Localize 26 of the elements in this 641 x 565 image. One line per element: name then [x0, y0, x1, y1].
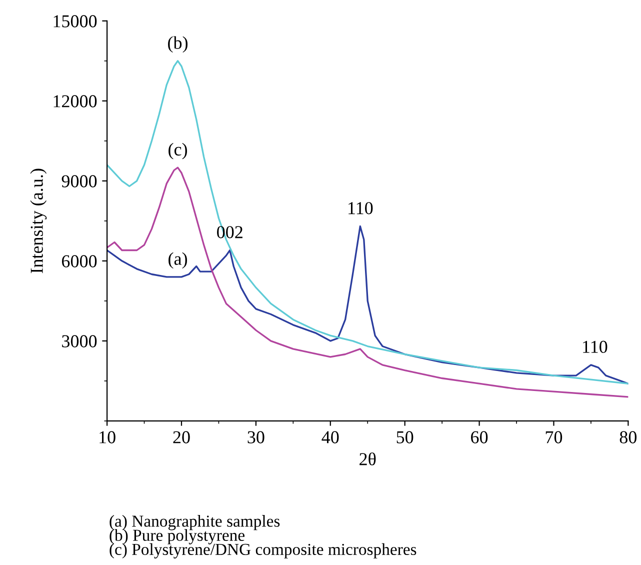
- line-series: [107, 60, 628, 384]
- x-tick-label: 70: [546, 431, 562, 444]
- annotation: 110: [348, 202, 373, 214]
- annotation: (b): [168, 36, 188, 53]
- x-tick-label: 10: [100, 431, 116, 444]
- text: (c) Polystyrene/DNG composite microspheres: [110, 543, 416, 558]
- x-tick-label: 60: [471, 431, 488, 444]
- annotation: (a): [168, 252, 187, 269]
- x-tick-label: 20: [173, 431, 190, 444]
- y-axis-title: Intensity (a.u.): [30, 168, 47, 274]
- text: (b) Pure polystyrene: [110, 529, 244, 544]
- annotation: 110: [583, 340, 608, 353]
- y-tick-label: 15000: [54, 15, 97, 28]
- y-tick-label: 6000: [62, 255, 97, 268]
- y-tick-label: 9000: [62, 175, 97, 188]
- line-series: [107, 166, 628, 398]
- x-axis-title: 2θ: [360, 452, 376, 466]
- x-tick-label: 80: [620, 431, 637, 444]
- x-tick-label: 50: [396, 431, 414, 444]
- x-tick-label: 40: [322, 431, 339, 444]
- y-tick-label: 12000: [54, 95, 97, 108]
- annotation: (c): [168, 142, 187, 160]
- text: (a) Nanographite samples: [110, 515, 280, 530]
- y-tick-label: 3000: [62, 335, 97, 348]
- line-series: [107, 225, 628, 384]
- x-tick-label: 30: [248, 431, 264, 444]
